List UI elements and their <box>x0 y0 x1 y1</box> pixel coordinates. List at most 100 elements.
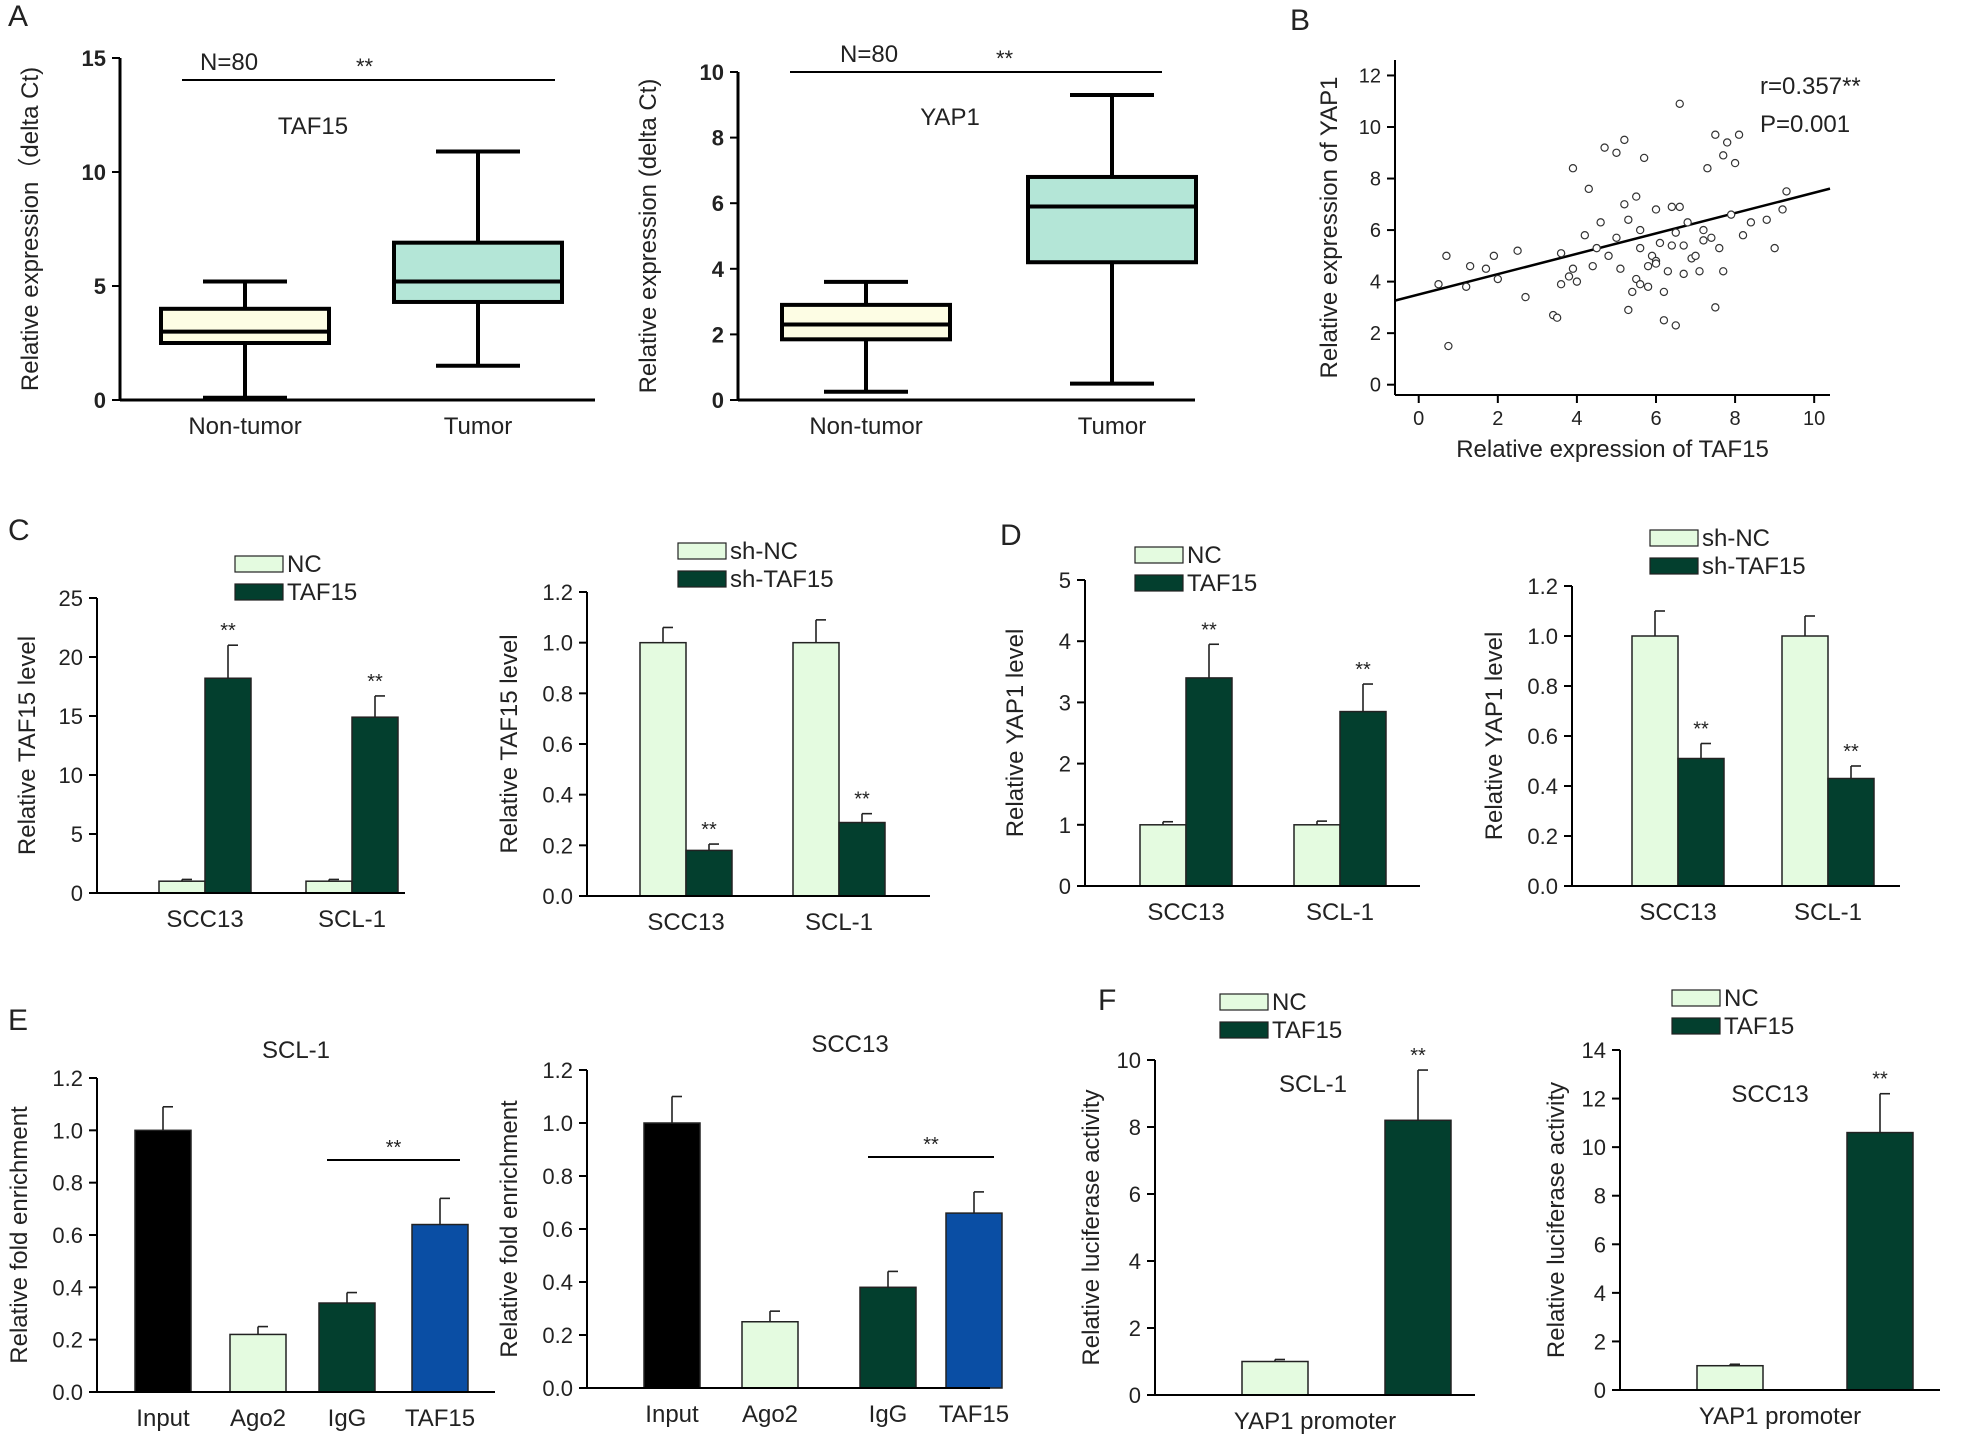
bar-F2-axes: 0 2 4 6 8 10 12 14 Relative luciferase activity <box>1543 1038 1940 1403</box>
scatter-point <box>1521 292 1530 302</box>
scatter-point <box>1434 279 1443 289</box>
bar-C2-y-tick-label: 1.2 <box>542 580 573 605</box>
box-A2-y-tick-label: 6 <box>712 191 724 216</box>
bar-C1-y-tick-label: 10 <box>59 763 83 788</box>
scatter-point <box>1711 130 1720 139</box>
bar-sh-taf15 <box>1827 777 1875 887</box>
legend-label: TAF15 <box>1724 1013 1794 1040</box>
box-A2-y-tick-label: 2 <box>712 322 724 347</box>
bar-sh-taf15 <box>685 849 733 897</box>
bar-C1-y-tick-label: 25 <box>59 586 83 611</box>
bar-igg <box>318 1302 376 1393</box>
x-tick-label: SCL-1 <box>1306 899 1374 926</box>
scatter-point <box>1671 228 1680 237</box>
chart-title: SCC13 <box>1731 1081 1808 1108</box>
scatter-point <box>1746 218 1756 227</box>
correlation-label: r=0.357** <box>1760 73 1861 100</box>
scatter-point <box>1600 143 1609 152</box>
bar-taf15 <box>1384 1119 1452 1396</box>
legend-label: NC <box>1187 542 1222 569</box>
panel-letter-d: D <box>1000 519 1022 552</box>
scatter-point <box>1715 243 1724 253</box>
scatter-point <box>1568 164 1578 173</box>
bar-taf15 <box>945 1212 1003 1389</box>
bar-sh-nc <box>792 641 840 897</box>
scatter-point <box>1671 321 1680 330</box>
y-tick-label: 10 <box>1359 117 1381 139</box>
significance-label: ** <box>1201 619 1217 641</box>
scatter-point <box>1604 251 1613 261</box>
scatter-point <box>1556 249 1566 258</box>
bar-D1-y-axis-label: Relative YAP1 level <box>1002 629 1029 838</box>
bar-input <box>643 1122 701 1389</box>
bar-nc <box>158 880 206 894</box>
bar-F1-y-tick-label: 0 <box>1129 1383 1141 1408</box>
chart-title: SCL-1 <box>262 1037 330 1064</box>
bar-C2-y-tick-label: 0.2 <box>542 833 573 858</box>
x-tick-label: TAF15 <box>405 1405 475 1432</box>
scatter-point <box>1679 269 1688 279</box>
scatter-point <box>1699 236 1708 245</box>
bar-D2-y-tick-label: 0.8 <box>1527 674 1558 699</box>
significance-label: ** <box>1355 659 1371 681</box>
panel-letter-f: F <box>1098 984 1116 1017</box>
scatter-point <box>1442 251 1451 261</box>
bar-C2-y-tick-label: 0.6 <box>542 732 573 757</box>
bar-E2-axes: 0.0 0.2 0.4 0.6 0.8 1.0 1.2 Relative fold enric… <box>496 1058 990 1401</box>
bar-E1-y-tick-label: 0.6 <box>52 1223 83 1248</box>
bar-E1-y-tick-label: 1.0 <box>52 1118 83 1143</box>
scatter-point <box>1444 341 1453 351</box>
y-axis-label: Relative expression of YAP1 <box>1316 77 1343 379</box>
x-tick-label: SCC13 <box>166 906 243 933</box>
scatter-point <box>1616 264 1625 273</box>
x-tick-label: 10 <box>1803 408 1825 430</box>
bar-F2-y-tick-label: 10 <box>1582 1135 1606 1160</box>
chart-title: YAP1 <box>920 104 980 131</box>
bar-taf15 <box>204 677 252 894</box>
scatter-point <box>1679 241 1688 250</box>
box-A1-y-axis-label: Relative expression（delta Ct) <box>17 67 44 391</box>
scatter-point <box>1596 218 1605 227</box>
bar-F2-y-tick-label: 0 <box>1594 1378 1606 1403</box>
scatter-chart-B: 0 2 4 6 8 10 12 0 2 4 6 8 10 Relative expression of Y… <box>1316 60 1861 463</box>
x-tick-label: Non-tumor <box>809 413 922 440</box>
scatter-point <box>1667 241 1677 250</box>
bar-C2-y-axis-label: Relative TAF15 level <box>496 634 523 853</box>
scatter-point <box>1493 274 1503 284</box>
bar-C1-y-tick-label: 0 <box>71 881 83 906</box>
legend-swatch <box>1219 1021 1269 1039</box>
scatter-point <box>1651 205 1661 214</box>
bar-D2-y-tick-label: 0.6 <box>1527 724 1558 749</box>
box-A1-y-tick-label: 0 <box>94 388 106 413</box>
legend-swatch <box>1671 989 1721 1007</box>
x-tick-label: Tumor <box>444 413 512 440</box>
x-tick-label: IgG <box>869 1401 908 1428</box>
bar-C1-y-tick-label: 5 <box>71 822 83 847</box>
legend-swatch <box>1649 529 1699 547</box>
scatter-point <box>1552 313 1562 322</box>
panel-letter-b: B <box>1290 4 1310 37</box>
significance-label: ** <box>220 620 236 642</box>
bar-chart-E2: Input Ago2 IgG TAF15 ** SCC13 <box>643 1031 1009 1428</box>
bar-ago2 <box>229 1333 287 1393</box>
scatter-point <box>1703 164 1712 173</box>
scatter-point <box>1762 215 1771 224</box>
x-tick-label: Tumor <box>1078 413 1146 440</box>
bar-F1-y-tick-label: 10 <box>1117 1048 1141 1073</box>
significance-label: ** <box>996 46 1014 71</box>
scatter-point <box>1624 215 1633 224</box>
scatter-point <box>1738 231 1748 240</box>
scatter-point <box>1778 205 1787 214</box>
chart-title: SCC13 <box>811 1031 888 1058</box>
legend-label: TAF15 <box>1187 570 1257 597</box>
bar-nc <box>305 880 353 894</box>
scatter-point <box>1663 267 1673 276</box>
x-tick-label: 8 <box>1730 408 1741 430</box>
bar-F1-y-tick-label: 4 <box>1129 1249 1141 1274</box>
significance-label: ** <box>1843 741 1859 763</box>
bar-D1-y-tick-label: 2 <box>1059 752 1071 777</box>
bar-nc <box>1139 824 1187 887</box>
